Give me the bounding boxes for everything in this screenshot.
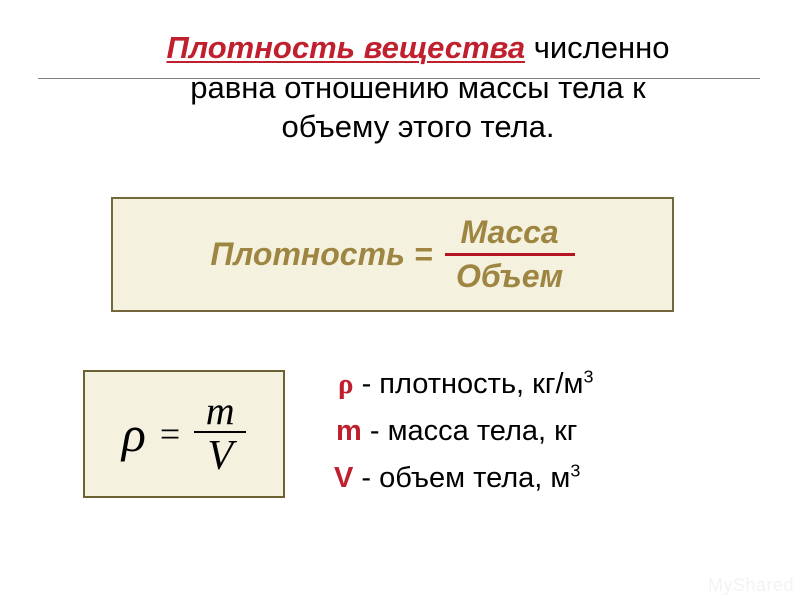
watermark: MyShared <box>708 575 794 596</box>
legend-rho: ρ - плотность, кг/м3 <box>330 361 593 408</box>
equals-sign: = <box>160 413 180 455</box>
legend-v: V - объем тела, м3 <box>330 455 593 502</box>
legend-v-text: - объем тела, м <box>353 462 570 494</box>
legend-m-sym: m <box>336 415 362 447</box>
word-denominator: Объем <box>452 256 567 295</box>
legend-rho-sup: 3 <box>583 366 593 386</box>
math-numerator: m <box>206 391 235 431</box>
word-formula-box: Плотность = Масса Объем <box>111 197 674 312</box>
math-denominator: V <box>207 433 233 477</box>
word-formula: Плотность = Масса Объем <box>210 214 574 295</box>
word-numerator: Масса <box>456 214 562 253</box>
legend-m-text: - масса тела, кг <box>362 415 578 447</box>
term: Плотность вещества <box>167 30 526 65</box>
legend-m: m - масса тела, кг <box>330 408 593 455</box>
math-formula: ρ = m V <box>122 391 246 477</box>
legend-rho-sym: ρ <box>338 368 354 400</box>
slide: Плотность вещества численно равна отноше… <box>0 0 800 600</box>
legend: ρ - плотность, кг/м3 m - масса тела, кг … <box>330 361 593 502</box>
math-formula-box: ρ = m V <box>83 370 285 498</box>
word-fraction: Масса Объем <box>445 214 575 295</box>
legend-rho-text: - плотность, кг/м <box>354 368 584 400</box>
math-fraction: m V <box>194 391 246 477</box>
rho-symbol: ρ <box>122 405 146 463</box>
legend-v-sup: 3 <box>570 460 580 480</box>
definition-text: Плотность вещества численно равна отноше… <box>136 28 700 147</box>
word-formula-lhs: Плотность = <box>210 236 432 273</box>
legend-v-sym: V <box>334 462 353 494</box>
